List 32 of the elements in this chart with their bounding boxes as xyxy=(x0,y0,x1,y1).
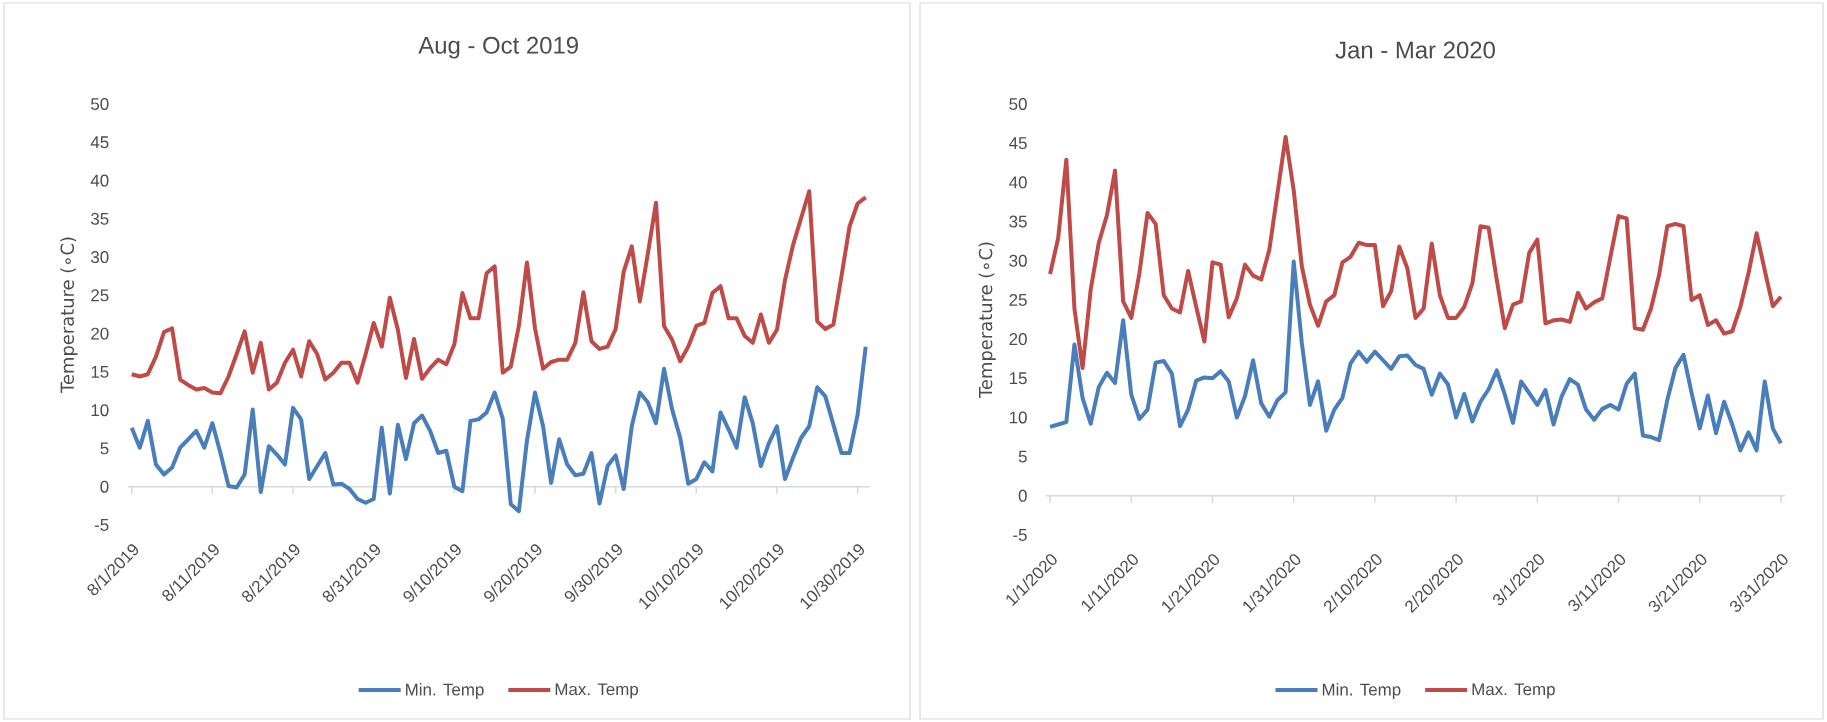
y-tick-label: -5 xyxy=(1013,529,1027,541)
y-tick-label: 35 xyxy=(1009,215,1027,228)
y-tick-label: 50 xyxy=(91,98,109,110)
legend-label: Min. Temp xyxy=(1322,683,1401,699)
y-tick-label: 15 xyxy=(91,366,109,378)
y-tick-label: 35 xyxy=(90,212,109,225)
y-axis-title: Temperature (∘C) xyxy=(978,242,996,399)
y-axis-title: Temperature (∘C) xyxy=(60,237,78,394)
y-tick-label: 45 xyxy=(1009,137,1027,150)
y-tick-label: 0 xyxy=(100,480,109,493)
y-tick-label: 20 xyxy=(91,327,109,340)
y-tick-label: 30 xyxy=(90,251,109,264)
y-tick-label: 5 xyxy=(1018,450,1027,463)
y-tick-label: 10 xyxy=(1009,411,1027,424)
y-tick-label: 5 xyxy=(100,442,109,455)
y-tick-label: 0 xyxy=(1018,489,1027,502)
y-tick-label: -5 xyxy=(94,519,109,531)
y-tick-label: 15 xyxy=(1009,372,1027,385)
y-tick-label: 50 xyxy=(1009,98,1027,110)
y-tick-label: 25 xyxy=(1009,293,1027,306)
y-tick-label: 20 xyxy=(1009,333,1027,346)
legend-label: Min. Temp xyxy=(406,683,484,699)
y-tick-label: 45 xyxy=(90,136,109,149)
legend-label: Max. Temp xyxy=(555,683,639,699)
y-tick-label: 10 xyxy=(91,404,109,417)
chart-title: Jan - Mar 2020 xyxy=(1335,41,1495,59)
legend-label: Max. Temp xyxy=(1472,683,1555,699)
y-tick-label: 25 xyxy=(91,289,109,302)
y-tick-label: 30 xyxy=(1009,254,1027,267)
chart-title: Aug - Oct 2019 xyxy=(418,36,578,59)
y-tick-label: 40 xyxy=(1009,176,1027,189)
y-tick-label: 40 xyxy=(90,174,109,187)
